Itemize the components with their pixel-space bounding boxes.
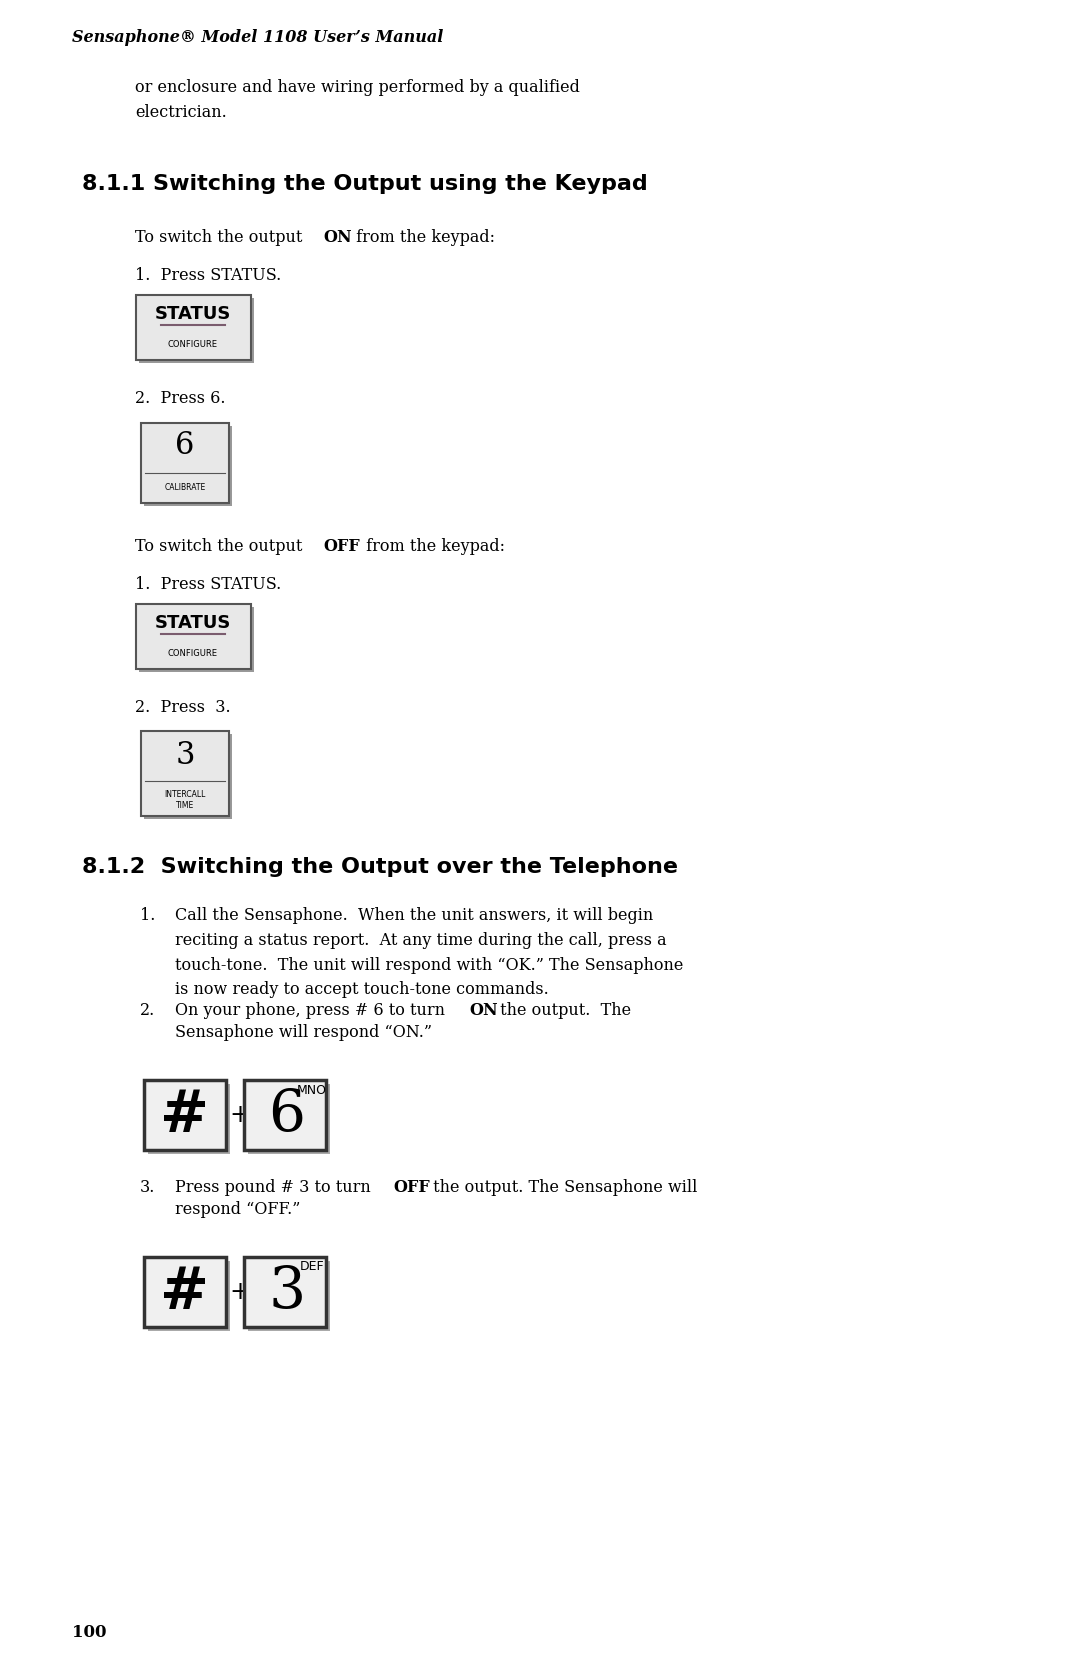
Text: 6: 6 (269, 1087, 306, 1143)
Text: To switch the output: To switch the output (135, 537, 308, 556)
Text: 6: 6 (175, 431, 194, 461)
FancyBboxPatch shape (244, 1257, 326, 1327)
FancyBboxPatch shape (144, 734, 232, 819)
Text: INTERCALL: INTERCALL (164, 789, 205, 799)
FancyBboxPatch shape (138, 299, 254, 364)
FancyBboxPatch shape (148, 1262, 230, 1330)
Text: 3: 3 (268, 1263, 306, 1320)
Text: +: + (230, 1103, 251, 1127)
Text: To switch the output: To switch the output (135, 229, 308, 245)
Text: or enclosure and have wiring performed by a qualified
electrician.: or enclosure and have wiring performed b… (135, 78, 580, 120)
Text: Call the Sensaphone.  When the unit answers, it will begin
reciting a status rep: Call the Sensaphone. When the unit answe… (175, 906, 684, 998)
Text: 1.  Press STATUS.: 1. Press STATUS. (135, 576, 281, 592)
Text: the output. The Sensaphone will: the output. The Sensaphone will (428, 1178, 698, 1197)
FancyBboxPatch shape (135, 604, 251, 669)
FancyBboxPatch shape (144, 1257, 226, 1327)
Text: #: # (161, 1263, 210, 1320)
Text: OFF: OFF (393, 1178, 430, 1197)
Text: 2.  Press 6.: 2. Press 6. (135, 391, 226, 407)
Text: STATUS: STATUS (154, 614, 231, 631)
Text: CONFIGURE: CONFIGURE (168, 340, 218, 349)
Text: Press pound # 3 to turn: Press pound # 3 to turn (175, 1178, 376, 1197)
Text: Sensaphone® Model 1108 User’s Manual: Sensaphone® Model 1108 User’s Manual (72, 28, 444, 47)
FancyBboxPatch shape (244, 1080, 326, 1150)
Text: from the keypad:: from the keypad: (351, 229, 495, 245)
Text: 2.: 2. (140, 1001, 156, 1020)
Text: #: # (161, 1087, 210, 1143)
Text: TIME: TIME (176, 801, 194, 809)
Text: the output.  The: the output. The (495, 1001, 631, 1020)
Text: 3: 3 (175, 739, 194, 771)
Text: CONFIGURE: CONFIGURE (168, 649, 218, 658)
FancyBboxPatch shape (138, 608, 254, 673)
FancyBboxPatch shape (135, 295, 251, 361)
FancyBboxPatch shape (141, 422, 229, 502)
Text: OFF: OFF (323, 537, 360, 556)
Text: 3.: 3. (140, 1178, 156, 1197)
Text: On your phone, press # 6 to turn: On your phone, press # 6 to turn (175, 1001, 450, 1020)
Text: respond “OFF.”: respond “OFF.” (175, 1202, 300, 1218)
Text: ON: ON (323, 229, 352, 245)
Text: ON: ON (469, 1001, 498, 1020)
Text: CALIBRATE: CALIBRATE (164, 482, 205, 491)
Text: Sensaphone will respond “ON.”: Sensaphone will respond “ON.” (175, 1025, 432, 1041)
FancyBboxPatch shape (148, 1083, 230, 1153)
Text: DEF: DEF (299, 1260, 324, 1273)
FancyBboxPatch shape (144, 1080, 226, 1150)
Text: 8.1.2  Switching the Output over the Telephone: 8.1.2 Switching the Output over the Tele… (82, 856, 678, 876)
Text: from the keypad:: from the keypad: (361, 537, 505, 556)
Text: STATUS: STATUS (154, 305, 231, 322)
FancyBboxPatch shape (248, 1262, 330, 1330)
Text: 2.  Press  3.: 2. Press 3. (135, 699, 231, 716)
FancyBboxPatch shape (144, 426, 232, 506)
Text: 8.1.1 Switching the Output using the Keypad: 8.1.1 Switching the Output using the Key… (82, 174, 648, 194)
FancyBboxPatch shape (141, 731, 229, 816)
Text: 1.  Press STATUS.: 1. Press STATUS. (135, 267, 281, 284)
FancyBboxPatch shape (248, 1083, 330, 1153)
Text: 1.: 1. (140, 906, 156, 925)
Text: +: + (230, 1280, 251, 1303)
Text: MNO: MNO (297, 1083, 327, 1097)
Text: 100: 100 (72, 1624, 107, 1641)
